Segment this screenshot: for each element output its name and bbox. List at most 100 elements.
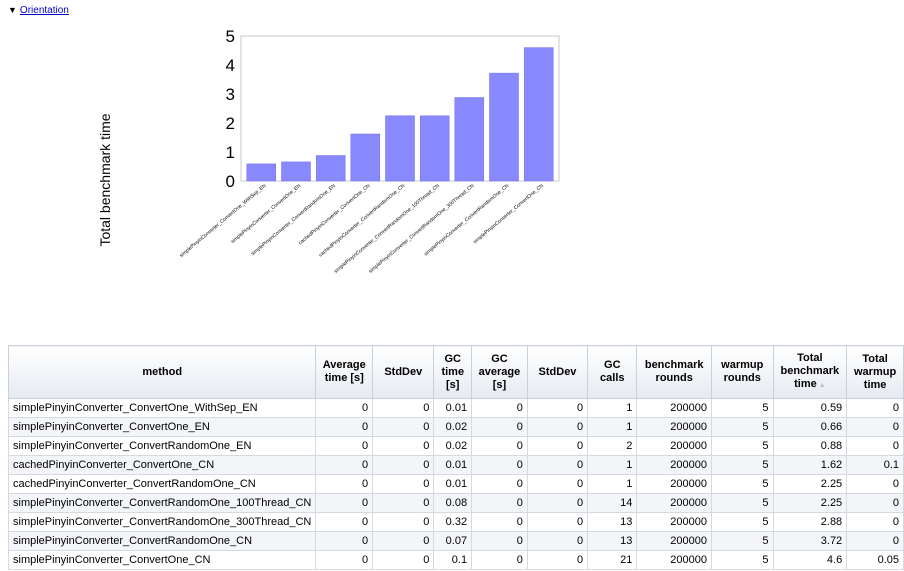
- table-row: simplePinyinConverter_ConvertOne_WithSep…: [7, 398, 904, 418]
- column-header[interactable]: GC calls: [587, 345, 638, 399]
- value-cell: 0: [315, 398, 374, 418]
- bar: [281, 161, 311, 182]
- column-header-label: benchmark rounds: [644, 359, 704, 384]
- bar: [523, 47, 554, 182]
- value-cell: 0: [372, 512, 435, 532]
- value-cell: 2.25: [772, 474, 848, 494]
- method-cell: simplePinyinConverter_ConvertRandomOne_C…: [7, 531, 317, 551]
- value-cell: 0.59: [772, 398, 848, 418]
- value-cell: 0.1: [846, 455, 904, 475]
- value-cell: 0.1: [433, 550, 473, 570]
- value-cell: 0: [471, 550, 528, 570]
- value-cell: 0: [372, 455, 435, 475]
- value-cell: 0: [526, 550, 589, 570]
- column-header-label: method: [142, 365, 183, 378]
- value-cell: 0: [372, 493, 435, 513]
- method-cell: simplePinyinConverter_ConvertOne_CN: [7, 550, 317, 570]
- value-cell: 5: [711, 436, 774, 456]
- y-tick-label: 3: [226, 85, 235, 104]
- column-header[interactable]: Total warmup time: [846, 345, 904, 399]
- results-table: method Average time [s] StdDev GC time [s] G…: [7, 345, 904, 570]
- column-header-label: StdDev: [384, 365, 423, 378]
- value-cell: 0: [372, 550, 435, 570]
- value-cell: 0: [526, 531, 589, 551]
- value-cell: 0: [846, 474, 904, 494]
- table-row: simplePinyinConverter_ConvertRandomOne_3…: [7, 512, 904, 532]
- value-cell: 0: [846, 398, 904, 418]
- value-cell: 0.02: [433, 436, 473, 456]
- method-cell: simplePinyinConverter_ConvertOne_WithSep…: [7, 398, 317, 418]
- column-header-label: StdDev: [538, 365, 577, 378]
- y-tick-label: 5: [226, 27, 235, 46]
- orientation-toggle[interactable]: ▼ Orientation: [8, 4, 69, 17]
- column-header-label: Total warmup time: [854, 352, 897, 391]
- value-cell: 0.08: [433, 493, 473, 513]
- value-cell: 2.88: [772, 512, 848, 532]
- value-cell: 2.25: [772, 493, 848, 513]
- bar: [385, 115, 415, 182]
- column-header[interactable]: StdDev: [526, 345, 589, 399]
- value-cell: 0: [471, 455, 528, 475]
- table-row: simplePinyinConverter_ConvertRandomOne_1…: [7, 493, 904, 513]
- value-cell: 0: [846, 436, 904, 456]
- value-cell: 0: [471, 436, 528, 456]
- bar: [419, 115, 450, 182]
- method-cell: cachedPinyinConverter_ConvertOne_CN: [7, 455, 317, 475]
- value-cell: 0.32: [433, 512, 473, 532]
- value-cell: 5: [711, 531, 774, 551]
- value-cell: 0: [315, 550, 374, 570]
- table-row: cachedPinyinConverter_ConvertOne_CN 0 0 0.0…: [7, 455, 904, 475]
- value-cell: 0: [372, 436, 435, 456]
- value-cell: 0.66: [772, 417, 848, 437]
- value-cell: 5: [711, 474, 774, 494]
- value-cell: 0: [526, 436, 589, 456]
- column-header-label: Total benchmark time: [780, 352, 840, 390]
- value-cell: 5: [711, 398, 774, 418]
- column-header[interactable]: warmup rounds: [711, 345, 774, 399]
- benchmark-bar-chart: 0 1 2 3 4 5 simplePinyinConverter_ConvertOne_…: [97, 27, 560, 275]
- value-cell: 200000: [636, 436, 713, 456]
- y-ticks-group: 0 1 2 3 4 5: [226, 27, 235, 191]
- value-cell: 0: [372, 417, 435, 437]
- value-cell: 5: [711, 512, 774, 532]
- column-header[interactable]: Average time [s]: [315, 345, 374, 399]
- table-row: simplePinyinConverter_ConvertRandomOne_E…: [7, 436, 904, 456]
- column-header[interactable]: GC time [s]: [433, 345, 473, 399]
- value-cell: 0: [315, 455, 374, 475]
- table-row: simplePinyinConverter_ConvertRandomOne_C…: [7, 531, 904, 551]
- column-header[interactable]: benchmark rounds: [636, 345, 713, 399]
- value-cell: 200000: [636, 417, 713, 437]
- expand-arrow-icon[interactable]: ▼: [8, 5, 17, 15]
- value-cell: 5: [711, 455, 774, 475]
- y-tick-label: 1: [226, 143, 235, 162]
- bars-group: [246, 47, 554, 182]
- bar: [350, 133, 381, 182]
- column-header[interactable]: GC average [s]: [471, 345, 528, 399]
- column-header[interactable]: Total benchmark time ▲: [772, 345, 848, 399]
- x-tick-label: simplePinyinConverter_ConvertOne_EN: [230, 183, 303, 245]
- y-axis-title: Total benchmark time: [97, 113, 113, 246]
- method-cell: simplePinyinConverter_ConvertRandomOne_1…: [7, 493, 317, 513]
- column-header[interactable]: method: [7, 345, 317, 399]
- value-cell: 0: [526, 493, 589, 513]
- value-cell: 0: [315, 493, 374, 513]
- value-cell: 1: [587, 417, 638, 437]
- value-cell: 14: [587, 493, 638, 513]
- value-cell: 0: [372, 531, 435, 551]
- value-cell: 0.01: [433, 455, 473, 475]
- method-cell: simplePinyinConverter_ConvertRandomOne_3…: [7, 512, 317, 532]
- value-cell: 0: [846, 531, 904, 551]
- value-cell: 200000: [636, 455, 713, 475]
- bar: [489, 72, 519, 182]
- column-header-label: GC calls: [600, 359, 625, 384]
- column-header-label: GC average [s]: [478, 352, 521, 391]
- value-cell: 5: [711, 417, 774, 437]
- y-tick-label: 4: [226, 56, 235, 75]
- orientation-link[interactable]: Orientation: [19, 5, 69, 16]
- value-cell: 3.72: [772, 531, 848, 551]
- table-row: cachedPinyinConverter_ConvertRandomOne_C…: [7, 474, 904, 494]
- value-cell: 0: [846, 512, 904, 532]
- column-header[interactable]: StdDev: [372, 345, 435, 399]
- value-cell: 200000: [636, 474, 713, 494]
- value-cell: 0: [526, 512, 589, 532]
